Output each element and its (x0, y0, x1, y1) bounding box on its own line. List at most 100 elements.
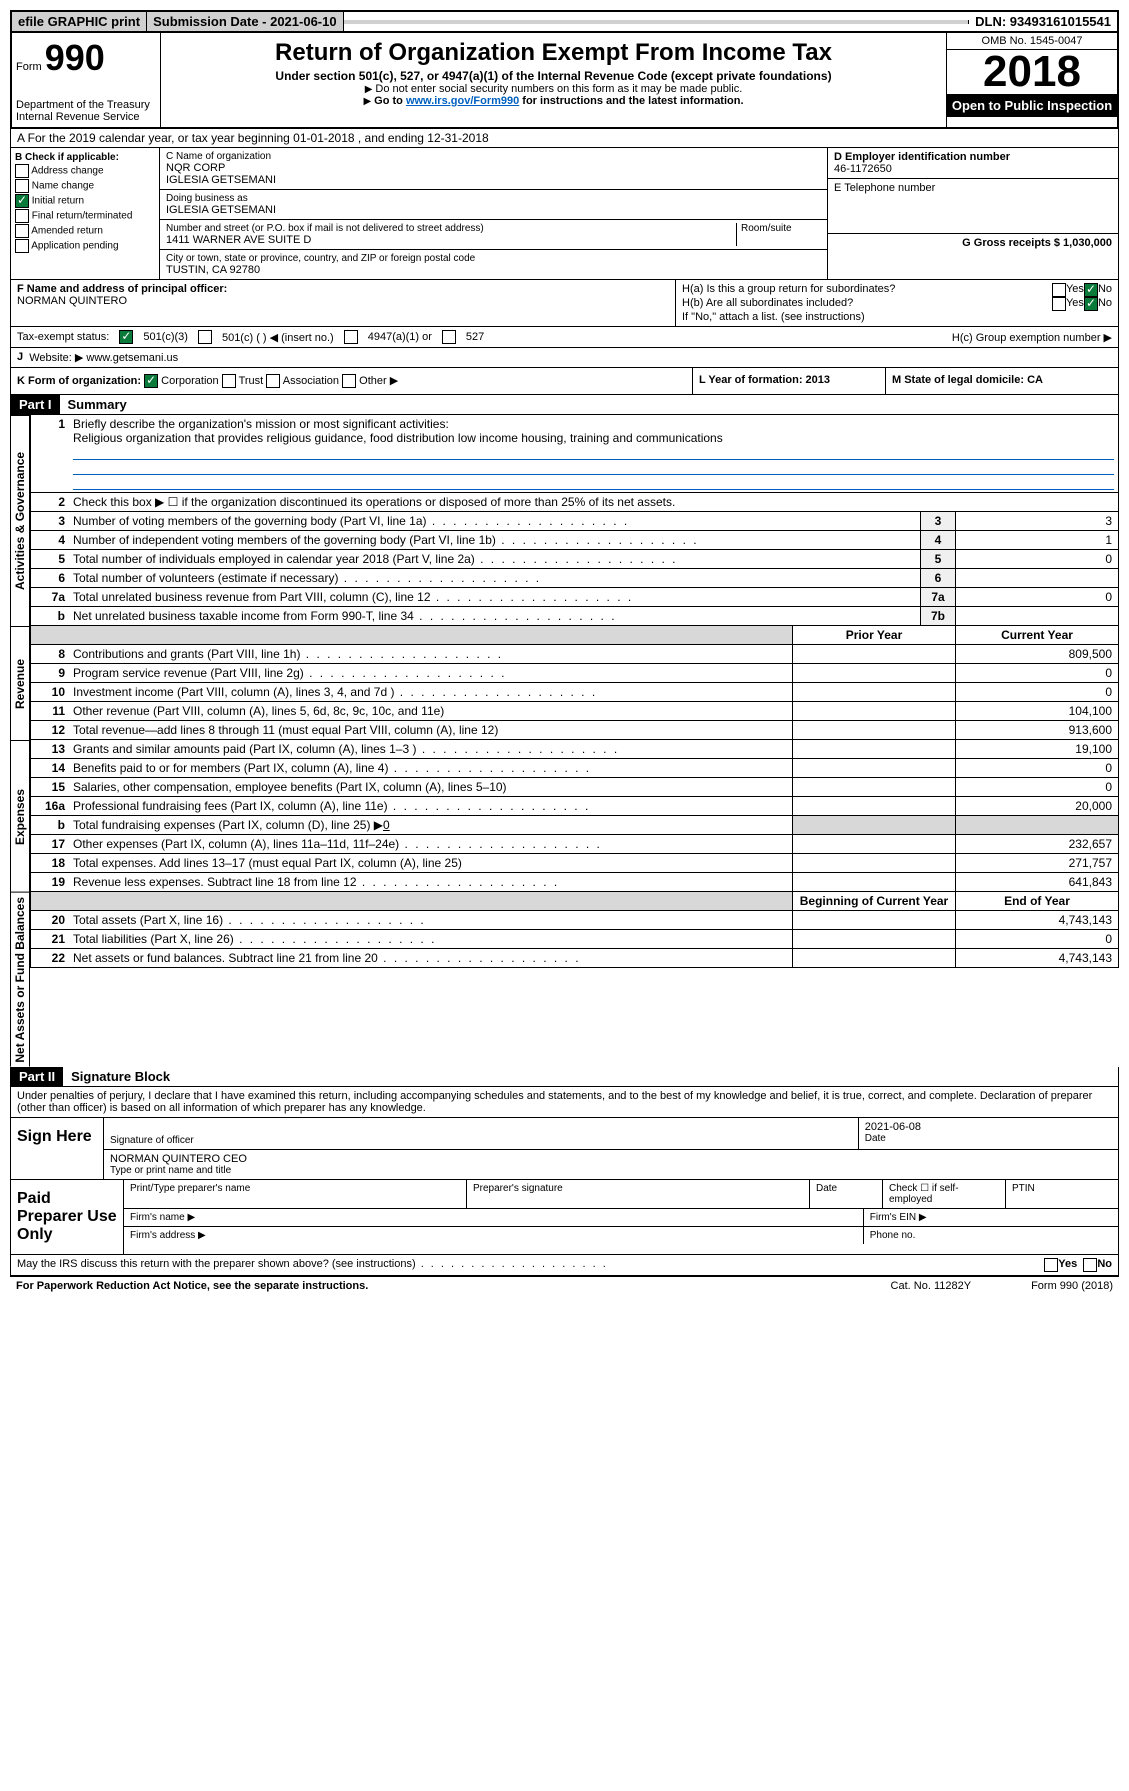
note-goto-pre: Go to (374, 95, 406, 107)
officer-name-title: NORMAN QUINTERO CEO (110, 1153, 1112, 1165)
val21: 0 (955, 930, 1118, 948)
city-label: City or town, state or province, country… (166, 253, 821, 264)
footer-mid: Cat. No. 11282Y (891, 1280, 972, 1292)
val7b (955, 607, 1118, 625)
form-subtitle: Under section 501(c), 527, or 4947(a)(1)… (165, 69, 942, 83)
val17: 232,657 (955, 835, 1118, 853)
part2-title: Signature Block (63, 1067, 178, 1086)
officer-label: F Name and address of principal officer: (17, 283, 227, 295)
phone-label: E Telephone number (834, 182, 1112, 194)
hdr-end: End of Year (955, 892, 1118, 910)
checkbox-4947[interactable] (344, 330, 358, 344)
part1-title: Summary (60, 395, 135, 414)
checkbox-other[interactable] (342, 374, 356, 388)
irs-link[interactable]: www.irs.gov/Form990 (406, 95, 519, 107)
checkbox-hb-no[interactable] (1084, 297, 1098, 311)
officer-name-label: Type or print name and title (110, 1165, 1112, 1176)
ptin-label: PTIN (1006, 1180, 1118, 1208)
paid-preparer: Paid Preparer Use Only (11, 1180, 124, 1254)
label-address-change: Address change (31, 166, 103, 177)
line12: Total revenue—add lines 8 through 11 (mu… (69, 721, 792, 739)
street-label: Number and street (or P.O. box if mail i… (166, 223, 736, 234)
checkbox-address[interactable] (15, 164, 29, 178)
checkbox-amended[interactable] (15, 224, 29, 238)
side-activities: Activities & Governance (10, 415, 30, 626)
line20: Total assets (Part X, line 16) (69, 911, 792, 929)
checkbox-501c3[interactable] (119, 330, 133, 344)
line18: Total expenses. Add lines 13–17 (must eq… (69, 854, 792, 872)
checkbox-527[interactable] (442, 330, 456, 344)
checkbox-application[interactable] (15, 239, 29, 253)
efile-label: efile GRAPHIC print (12, 12, 147, 31)
line17: Other expenses (Part IX, column (A), lin… (69, 835, 792, 853)
line1-label: Briefly describe the organization's miss… (73, 417, 449, 431)
label-501c: 501(c) ( ) ◀ (insert no.) (222, 331, 334, 344)
label-4947: 4947(a)(1) or (368, 331, 432, 343)
line13: Grants and similar amounts paid (Part IX… (69, 740, 792, 758)
line14: Benefits paid to or for members (Part IX… (69, 759, 792, 777)
val10: 0 (955, 683, 1118, 701)
val9: 0 (955, 664, 1118, 682)
irs-label: Internal Revenue Service (16, 111, 156, 123)
label-trust: Trust (239, 375, 264, 387)
part1-label: Part I (11, 395, 60, 414)
line10: Investment income (Part VIII, column (A)… (69, 683, 792, 701)
label-name-change: Name change (32, 181, 94, 192)
val16b: 0 (383, 818, 390, 832)
form-number: 990 (45, 37, 105, 78)
sig-officer-label: Signature of officer (110, 1135, 852, 1146)
sig-date-label: Date (865, 1133, 1112, 1144)
tax-year: 2018 (947, 50, 1117, 94)
side-netassets: Net Assets or Fund Balances (10, 892, 30, 1067)
checkbox-discuss-yes[interactable] (1044, 1258, 1058, 1272)
form-word: Form (16, 61, 42, 73)
ein-value: 46-1172650 (834, 163, 1112, 175)
checkbox-hb-yes[interactable] (1052, 297, 1066, 311)
org-name-1: NQR CORP (166, 162, 821, 174)
val11: 104,100 (955, 702, 1118, 720)
note-goto-post: for instructions and the latest informat… (519, 95, 743, 107)
room-label: Room/suite (736, 223, 821, 246)
topbar-spacer (344, 20, 970, 24)
checkbox-corp[interactable] (144, 374, 158, 388)
checkbox-final[interactable] (15, 209, 29, 223)
label-amended: Amended return (31, 226, 103, 237)
checkbox-trust[interactable] (222, 374, 236, 388)
label-501c3: 501(c)(3) (143, 331, 188, 343)
line4: Number of independent voting members of … (69, 531, 920, 549)
city-value: TUSTIN, CA 92780 (166, 264, 821, 276)
label-527: 527 (466, 331, 484, 343)
footer-left: For Paperwork Reduction Act Notice, see … (16, 1280, 891, 1292)
val4: 1 (955, 531, 1118, 549)
gross-receipts: G Gross receipts $ 1,030,000 (962, 237, 1112, 249)
checkbox-discuss-no[interactable] (1083, 1258, 1097, 1272)
checkbox-name[interactable] (15, 179, 29, 193)
line11: Other revenue (Part VIII, column (A), li… (69, 702, 792, 720)
checkbox-assoc[interactable] (266, 374, 280, 388)
label-yes: Yes (1058, 1258, 1077, 1272)
hdr-prior: Prior Year (792, 626, 955, 644)
note-ssn: Do not enter social security numbers on … (375, 83, 742, 95)
label-yes: Yes (1066, 283, 1084, 297)
val12: 913,600 (955, 721, 1118, 739)
checkbox-initial[interactable] (15, 194, 29, 208)
checkbox-ha-no[interactable] (1084, 283, 1098, 297)
firm-ein-label: Firm's EIN ▶ (864, 1209, 1118, 1226)
penalty-text: Under penalties of perjury, I declare th… (10, 1087, 1119, 1118)
checkbox-ha-yes[interactable] (1052, 283, 1066, 297)
sig-date: 2021-06-08 (865, 1121, 1112, 1133)
val13: 19,100 (955, 740, 1118, 758)
val16a: 20,000 (955, 797, 1118, 815)
checkbox-501c[interactable] (198, 330, 212, 344)
val14: 0 (955, 759, 1118, 777)
col-b-header: B Check if applicable: (15, 152, 119, 163)
h-b: H(b) Are all subordinates included? (682, 297, 1052, 311)
val15: 0 (955, 778, 1118, 796)
row-a-period: A For the 2019 calendar year, or tax yea… (10, 129, 1119, 148)
h-c: H(c) Group exemption number ▶ (952, 331, 1112, 344)
label-final-return: Final return/terminated (32, 211, 133, 222)
label-yes: Yes (1066, 297, 1084, 311)
firm-name-label: Firm's name ▶ (124, 1209, 864, 1226)
line1-text: Religious organization that provides rel… (73, 431, 723, 445)
org-name-2: IGLESIA GETSEMANI (166, 174, 821, 186)
